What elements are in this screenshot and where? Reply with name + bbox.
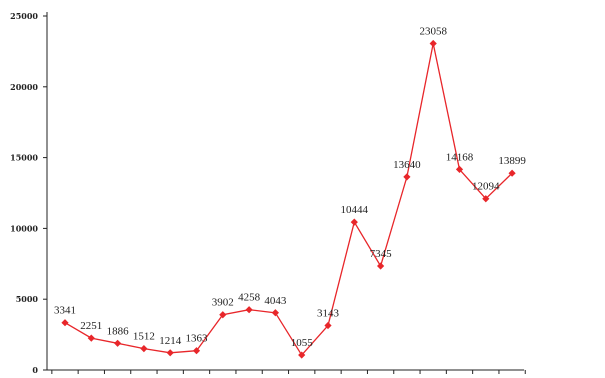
data-label: 4043 <box>264 295 287 307</box>
data-point-marker <box>114 339 122 347</box>
data-point-marker <box>245 306 253 314</box>
data-point-marker <box>429 39 437 48</box>
data-point-marker <box>298 351 306 359</box>
data-point-marker <box>350 218 358 226</box>
data-label: 1214 <box>159 335 182 347</box>
data-label: 13899 <box>498 155 526 167</box>
data-point-marker <box>482 195 490 203</box>
y-tick-label: 10000 <box>10 223 38 233</box>
y-tick-label: 25000 <box>10 11 38 21</box>
data-label: 4258 <box>238 292 261 304</box>
data-label: 23058 <box>419 25 447 37</box>
data-label: 1886 <box>107 325 130 337</box>
data-label: 2251 <box>80 320 102 332</box>
data-label: 14168 <box>446 151 474 163</box>
data-point-marker <box>455 165 464 173</box>
data-label: 3902 <box>212 297 234 309</box>
data-point-marker <box>403 173 411 181</box>
data-point-marker <box>61 319 69 327</box>
data-label: 1055 <box>291 337 314 349</box>
data-label: 12094 <box>472 181 500 193</box>
data-label: 1512 <box>133 331 155 343</box>
chart-axes <box>43 12 526 374</box>
y-tick-label: 0 <box>32 365 38 375</box>
y-axis-tick-labels: 0 5000 10000 15000 20000 25000 <box>10 11 38 375</box>
data-point-marker <box>377 262 385 270</box>
data-point-marker <box>508 169 516 177</box>
data-point-marker <box>166 349 174 357</box>
data-point-marker <box>140 344 148 353</box>
data-point-markers <box>61 39 516 359</box>
y-tick-label: 15000 <box>10 153 38 163</box>
data-label: 3341 <box>54 305 76 317</box>
y-tick-label: 20000 <box>10 82 38 92</box>
data-point-marker <box>87 334 95 342</box>
data-point-marker <box>271 309 279 317</box>
data-label: 3143 <box>317 307 340 319</box>
data-point-marker <box>219 311 227 319</box>
data-label: 10444 <box>341 204 369 216</box>
series-line-group <box>64 43 513 357</box>
data-label: 7345 <box>370 248 393 260</box>
series-line <box>64 43 513 357</box>
data-point-marker <box>324 321 332 330</box>
data-label: 1363 <box>186 333 209 345</box>
data-label: 13640 <box>393 159 421 171</box>
data-labels: 3341 2251 1886 1512 1214 1363 3902 4258 4043 1055… <box>54 25 526 349</box>
y-tick-label: 5000 <box>16 294 39 304</box>
data-point-marker <box>192 347 201 355</box>
